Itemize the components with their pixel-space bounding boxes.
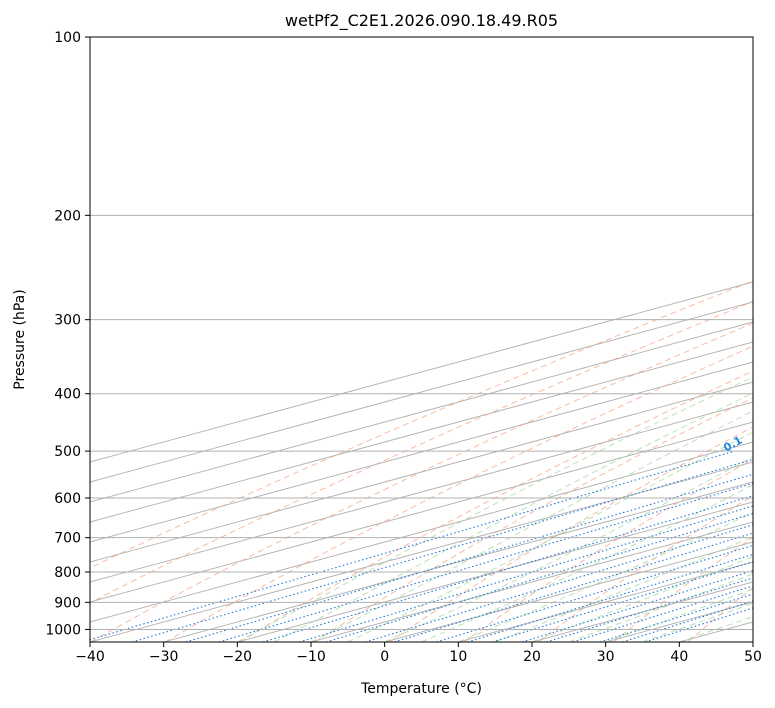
x-tick-label: 50 — [744, 649, 762, 665]
isotherm-line — [90, 281, 753, 463]
isotherm-line — [90, 361, 753, 543]
mixing-ratio-line — [436, 544, 753, 642]
moist-adiabat-line — [458, 511, 753, 642]
moist-adiabat-lines — [237, 376, 753, 642]
x-tick-label: 30 — [597, 649, 615, 665]
y-tick-label: 300 — [54, 313, 81, 329]
y-tick-label: 700 — [54, 531, 81, 547]
x-tick-label: −10 — [296, 649, 326, 665]
y-tick-label: 800 — [54, 565, 81, 581]
y-tick-label: 200 — [54, 208, 81, 224]
dry-adiabat-line — [463, 458, 753, 642]
y-tick-label: 400 — [54, 387, 81, 403]
x-tick-label: −40 — [75, 649, 105, 665]
dry-adiabat-lines — [90, 280, 753, 642]
isotherm-line — [90, 441, 753, 623]
dry-adiabat-line — [239, 370, 753, 642]
y-tick-label: 600 — [54, 491, 81, 507]
isotherm-line — [310, 521, 753, 642]
dry-adiabat-line — [90, 300, 753, 604]
mixing-ratio-line — [185, 473, 753, 642]
isotherm-line — [90, 401, 753, 583]
plot-background — [90, 37, 753, 642]
moist-adiabat-line — [384, 456, 753, 642]
isotherm-line — [163, 481, 753, 642]
mixing-ratio-line — [90, 450, 735, 641]
y-axis-ticks: 1000 900 800 700 600 500 400 300 200 100 — [45, 30, 90, 638]
isotherm-lines — [90, 281, 753, 642]
plot-area — [90, 37, 753, 642]
isotherm-line — [90, 321, 753, 503]
x-tick-label: 20 — [523, 649, 541, 665]
mixing-ratio-line — [262, 495, 753, 642]
y-tick-label: 900 — [54, 595, 81, 611]
isotherm-line — [90, 381, 753, 563]
moist-adiabat-line — [237, 376, 753, 642]
x-axis-ticks: −40 −30 −20 −10 0 10 20 30 40 50 — [75, 642, 762, 665]
mixing-ratio-line — [467, 553, 753, 642]
dry-adiabat-line — [538, 495, 753, 642]
mixing-ratio-line — [299, 505, 753, 642]
dry-adiabat-line — [314, 397, 753, 642]
plot-content: -100-90-80-70-60-50-40-30-20-10010203040… — [90, 37, 753, 642]
x-tick-label: −30 — [149, 649, 179, 665]
x-tick-label: 10 — [449, 649, 467, 665]
x-tick-label: −20 — [223, 649, 253, 665]
y-tick-label: 100 — [54, 30, 81, 46]
x-axis-label: Temperature (°C) — [360, 681, 482, 697]
isotherm-line — [237, 501, 753, 642]
isotherm-line — [90, 461, 753, 642]
x-tick-label: 40 — [670, 649, 688, 665]
x-tick-label: 0 — [380, 649, 389, 665]
y-axis-label: Pressure (hPa) — [12, 289, 28, 389]
y-tick-label: 1000 — [45, 622, 81, 638]
dry-adiabat-line — [90, 280, 753, 569]
plot-frame — [89, 36, 754, 643]
mixing-ratio-lines — [90, 450, 753, 642]
chart-title: wetPf2_C2E1.2026.090.18.49.R05 — [285, 11, 558, 31]
pressure-gridlines — [90, 37, 753, 630]
isotherm-line — [90, 301, 753, 483]
isotherm-line — [90, 421, 753, 603]
moist-adiabat-line — [421, 484, 753, 642]
y-tick-label: 500 — [54, 444, 81, 460]
moist-adiabat-line — [310, 410, 753, 642]
mixing-ratio-line — [131, 458, 753, 642]
mixing-ratio-line — [394, 532, 753, 642]
dry-adiabat-line — [90, 322, 753, 642]
